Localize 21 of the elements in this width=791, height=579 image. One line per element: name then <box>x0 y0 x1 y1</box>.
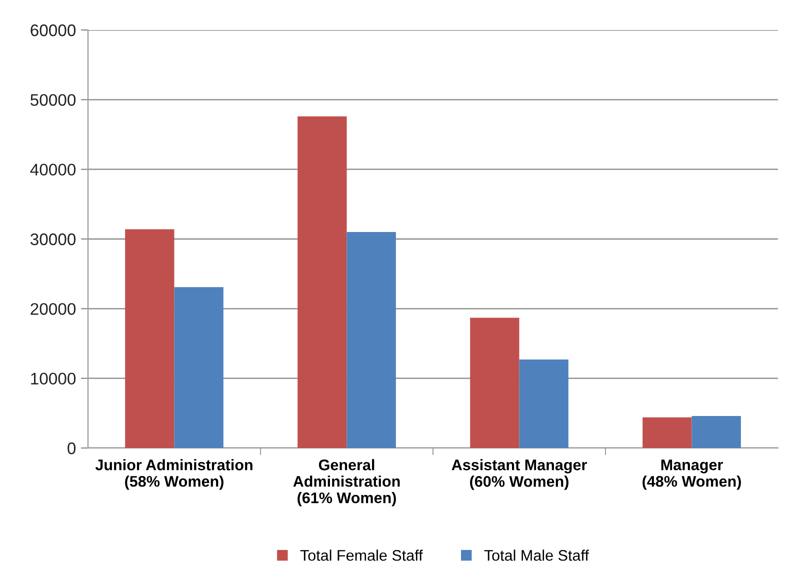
y-tick-label: 20000 <box>30 303 76 315</box>
y-tick-label: 60000 <box>30 24 76 36</box>
bar <box>519 360 568 448</box>
x-tick-label: Junior Administration (58% Women) <box>95 459 252 490</box>
legend-label: Total Female Staff <box>300 550 423 561</box>
y-tick-label: 30000 <box>30 233 76 246</box>
legend-label: Total Male Staff <box>484 550 589 561</box>
y-tick-label: 10000 <box>31 372 76 385</box>
bar <box>470 318 520 448</box>
bar <box>692 416 741 448</box>
bar <box>125 229 174 448</box>
bar <box>346 232 396 448</box>
y-tick-label: 40000 <box>30 164 76 176</box>
bar <box>642 417 692 448</box>
x-tick-label: Manager (48% Women) <box>642 460 741 490</box>
x-tick-label: Assistant Manager (60% Women) <box>452 459 587 490</box>
bar <box>174 287 224 448</box>
y-tick-label: 0 <box>68 442 76 454</box>
bar <box>298 116 347 448</box>
x-tick-label: General Administration (61% Women) <box>293 459 400 506</box>
y-tick-label: 50000 <box>30 94 76 106</box>
